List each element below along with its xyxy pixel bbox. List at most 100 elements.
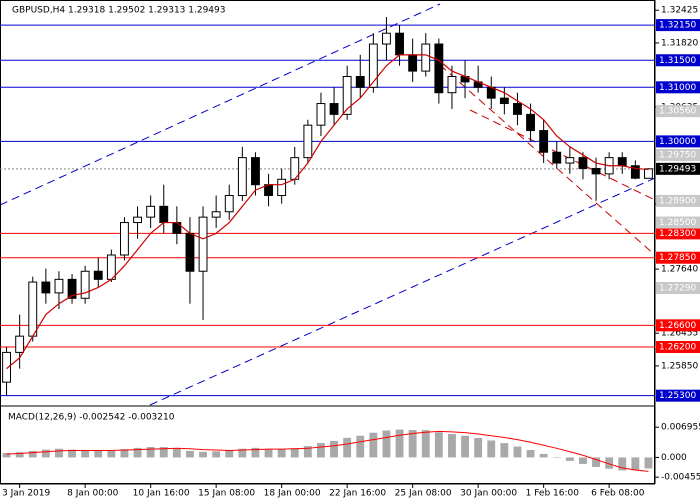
macd-bar [94, 450, 103, 458]
level-tag [656, 251, 700, 264]
macd-bar [487, 440, 496, 458]
indicator-tag [656, 216, 700, 229]
macd-bar [303, 446, 312, 458]
level-tag [656, 340, 700, 353]
macd-bar [68, 449, 76, 458]
macd-bar [120, 449, 129, 458]
candle-body [80, 270, 90, 299]
candle-body [133, 216, 142, 224]
x-tick-label: 30 Jan 00:00 [460, 489, 517, 499]
macd-bar [159, 447, 168, 458]
indicator-label: 1.30560 [659, 107, 696, 117]
candle-body [578, 157, 588, 169]
candle-body [2, 351, 11, 383]
candle-body [67, 278, 77, 299]
level-tag [656, 19, 700, 32]
macd-bar [251, 447, 260, 458]
macd-bar [41, 449, 50, 458]
level-label: 1.27850 [659, 253, 696, 263]
indicator-label: 1.28500 [659, 218, 696, 228]
y-tick-label: 1.26455 [661, 329, 698, 339]
y-tick-label: 1.27640 [661, 265, 698, 275]
macd-bar [343, 437, 352, 458]
macd-bar [290, 448, 299, 458]
macd-bar [199, 451, 207, 458]
candle-body [395, 32, 404, 56]
level-label: 1.26200 [659, 342, 696, 352]
candle-body [211, 211, 221, 218]
macd-bar [212, 451, 221, 458]
macd-bar [186, 450, 194, 458]
indicator-tag [656, 282, 700, 295]
level-label: 1.31500 [659, 56, 696, 66]
trend-line [469, 109, 656, 201]
candle-body [146, 205, 156, 218]
indicator-tag [656, 105, 700, 118]
candle-body [499, 97, 509, 105]
candle-body [526, 113, 535, 132]
candle-body [447, 75, 457, 94]
macd-title: MACD(12,26,9) -0.002542 -0.003210 [8, 413, 175, 423]
candle-body [617, 157, 627, 167]
macd-bar [448, 433, 456, 458]
candle-body [224, 195, 234, 213]
macd-bar [2, 453, 11, 458]
macd-bar [526, 450, 535, 458]
macd-bar [382, 430, 391, 458]
macd-bar [107, 450, 116, 458]
macd-bar [369, 432, 378, 458]
frame [0, 0, 655, 484]
level-label: 1.32150 [659, 21, 696, 31]
macd-bar [500, 443, 509, 458]
y-tick-label: 0.006955 [661, 423, 700, 433]
x-tick-label: 18 Jan 00:00 [264, 489, 321, 499]
candle-body [120, 222, 129, 256]
candle-body [644, 168, 653, 179]
level-label: 1.26600 [659, 321, 696, 331]
candle-body [303, 124, 313, 159]
candle-body [539, 130, 549, 153]
indicator-label: 1.29750 [659, 150, 696, 160]
level-label: 1.25300 [659, 391, 696, 401]
macd-bar [81, 450, 90, 458]
macd-bar [474, 437, 483, 458]
chart-title: GBPUSD,H4 1.29318 1.29502 1.29313 1.2949… [12, 6, 225, 16]
moving-average [6, 54, 649, 370]
x-tick-label: 15 Jan 08:00 [198, 489, 255, 499]
candle-body [630, 165, 640, 179]
candle-body [355, 75, 365, 88]
macd-bar [579, 457, 587, 464]
price-tag [656, 162, 700, 175]
level-tag [656, 54, 700, 67]
candle-body [408, 54, 418, 72]
candle-body [54, 278, 64, 294]
macd-bar [28, 450, 37, 458]
macd-bar [618, 457, 627, 471]
candle-body [93, 270, 103, 280]
x-tick-label: 1 Feb 16:00 [526, 489, 580, 499]
macd-bar [264, 448, 273, 458]
macd-bar [421, 430, 430, 458]
macd-bar [552, 457, 561, 458]
candle-body [316, 103, 326, 126]
indicator-tag [656, 148, 700, 161]
macd-bar [631, 457, 640, 471]
macd-bar [330, 440, 338, 458]
y-tick-label: 0.000 [661, 453, 687, 463]
candle-body [15, 335, 25, 353]
macd-bar [565, 457, 574, 461]
channel-line [0, 3, 441, 206]
x-tick-label: 8 Jan 00:00 [67, 489, 119, 499]
x-tick-label: 6 Feb 08:00 [591, 489, 645, 499]
candle-body [565, 157, 575, 164]
indicator-label: 1.27290 [659, 284, 696, 294]
indicator-label: 1.28900 [659, 196, 696, 206]
macd-bar [592, 457, 600, 467]
candle-body [382, 32, 391, 45]
y-tick-label: 1.31820 [661, 38, 698, 48]
signal-line [6, 430, 649, 472]
x-tick-label: 10 Jan 16:00 [133, 489, 190, 499]
y-tick-label: -0.004551 [661, 473, 700, 483]
candle-body [28, 281, 38, 337]
